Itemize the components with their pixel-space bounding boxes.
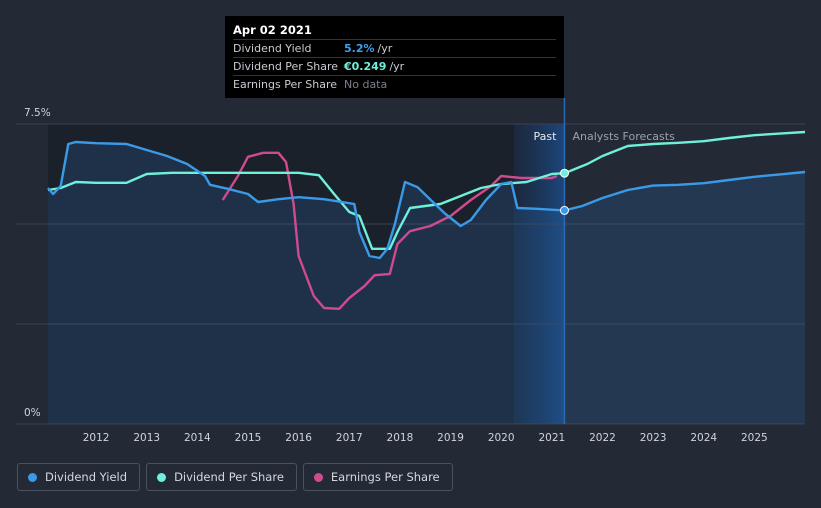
- tooltip-unit: /yr: [377, 42, 393, 55]
- x-tick-label: 2019: [437, 432, 464, 444]
- legend-label: Dividend Per Share: [174, 470, 284, 484]
- forecast-label: Analysts Forecasts: [572, 130, 675, 143]
- x-tick-label: 2025: [741, 432, 768, 444]
- legend-dot: [313, 472, 323, 482]
- chart-tooltip: Apr 02 2021 Dividend Yield 5.2% /yr Divi…: [225, 16, 564, 98]
- legend-item-earnings-per-share[interactable]: Earnings Per Share: [302, 463, 453, 491]
- x-tick-label: 2014: [184, 432, 211, 444]
- tooltip-label: Dividend Yield: [233, 42, 312, 55]
- tooltip-label: Earnings Per Share: [233, 78, 338, 91]
- legend-dot: [28, 472, 37, 482]
- hover-marker: [559, 205, 569, 215]
- x-tick-label: 2015: [235, 432, 262, 444]
- tooltip-value: €0.249: [344, 60, 387, 73]
- past-label: Past: [534, 130, 558, 143]
- x-tick-label: 2021: [538, 432, 565, 444]
- series-line-dividend-yield: [47, 140, 806, 260]
- dividend-yield-area: [48, 142, 805, 424]
- legend-item-dividend-yield[interactable]: Dividend Yield: [17, 463, 141, 491]
- x-tick-label: 2023: [640, 432, 667, 444]
- x-tick-label: 2018: [387, 432, 414, 444]
- hover-marker: [559, 168, 569, 178]
- x-tick-label: 2013: [133, 432, 160, 444]
- tooltip-row-dividend-yield: Dividend Yield 5.2% /yr: [233, 40, 556, 58]
- x-tick-label: 2012: [83, 432, 110, 444]
- chart-legend: Dividend Yield Dividend Per Share Earnin…: [17, 463, 453, 491]
- tooltip-unit: /yr: [389, 60, 405, 73]
- tooltip-row-dividend-per-share: Dividend Per Share €0.249 /yr: [233, 58, 556, 76]
- series-line-dividend-per-share: [47, 130, 806, 250]
- x-tick-label: 2024: [690, 432, 717, 444]
- tooltip-label: Dividend Per Share: [233, 60, 339, 73]
- tooltip-value: No data: [344, 78, 388, 91]
- tooltip-date: Apr 02 2021: [233, 22, 556, 40]
- legend-label: Earnings Per Share: [330, 470, 440, 484]
- x-tick-label: 2020: [488, 432, 515, 444]
- y-tick-label: 0%: [24, 407, 41, 419]
- x-tick-label: 2016: [285, 432, 312, 444]
- tooltip-row-earnings-per-share: Earnings Per Share No data: [233, 76, 556, 93]
- x-tick-label: 2022: [589, 432, 616, 444]
- tooltip-value: 5.2%: [344, 42, 375, 55]
- x-tick-label: 2017: [336, 432, 363, 444]
- legend-label: Dividend Yield: [45, 470, 128, 484]
- legend-dot: [157, 472, 167, 482]
- legend-item-dividend-per-share[interactable]: Dividend Per Share: [146, 463, 297, 491]
- y-tick-label: 7.5%: [24, 107, 51, 119]
